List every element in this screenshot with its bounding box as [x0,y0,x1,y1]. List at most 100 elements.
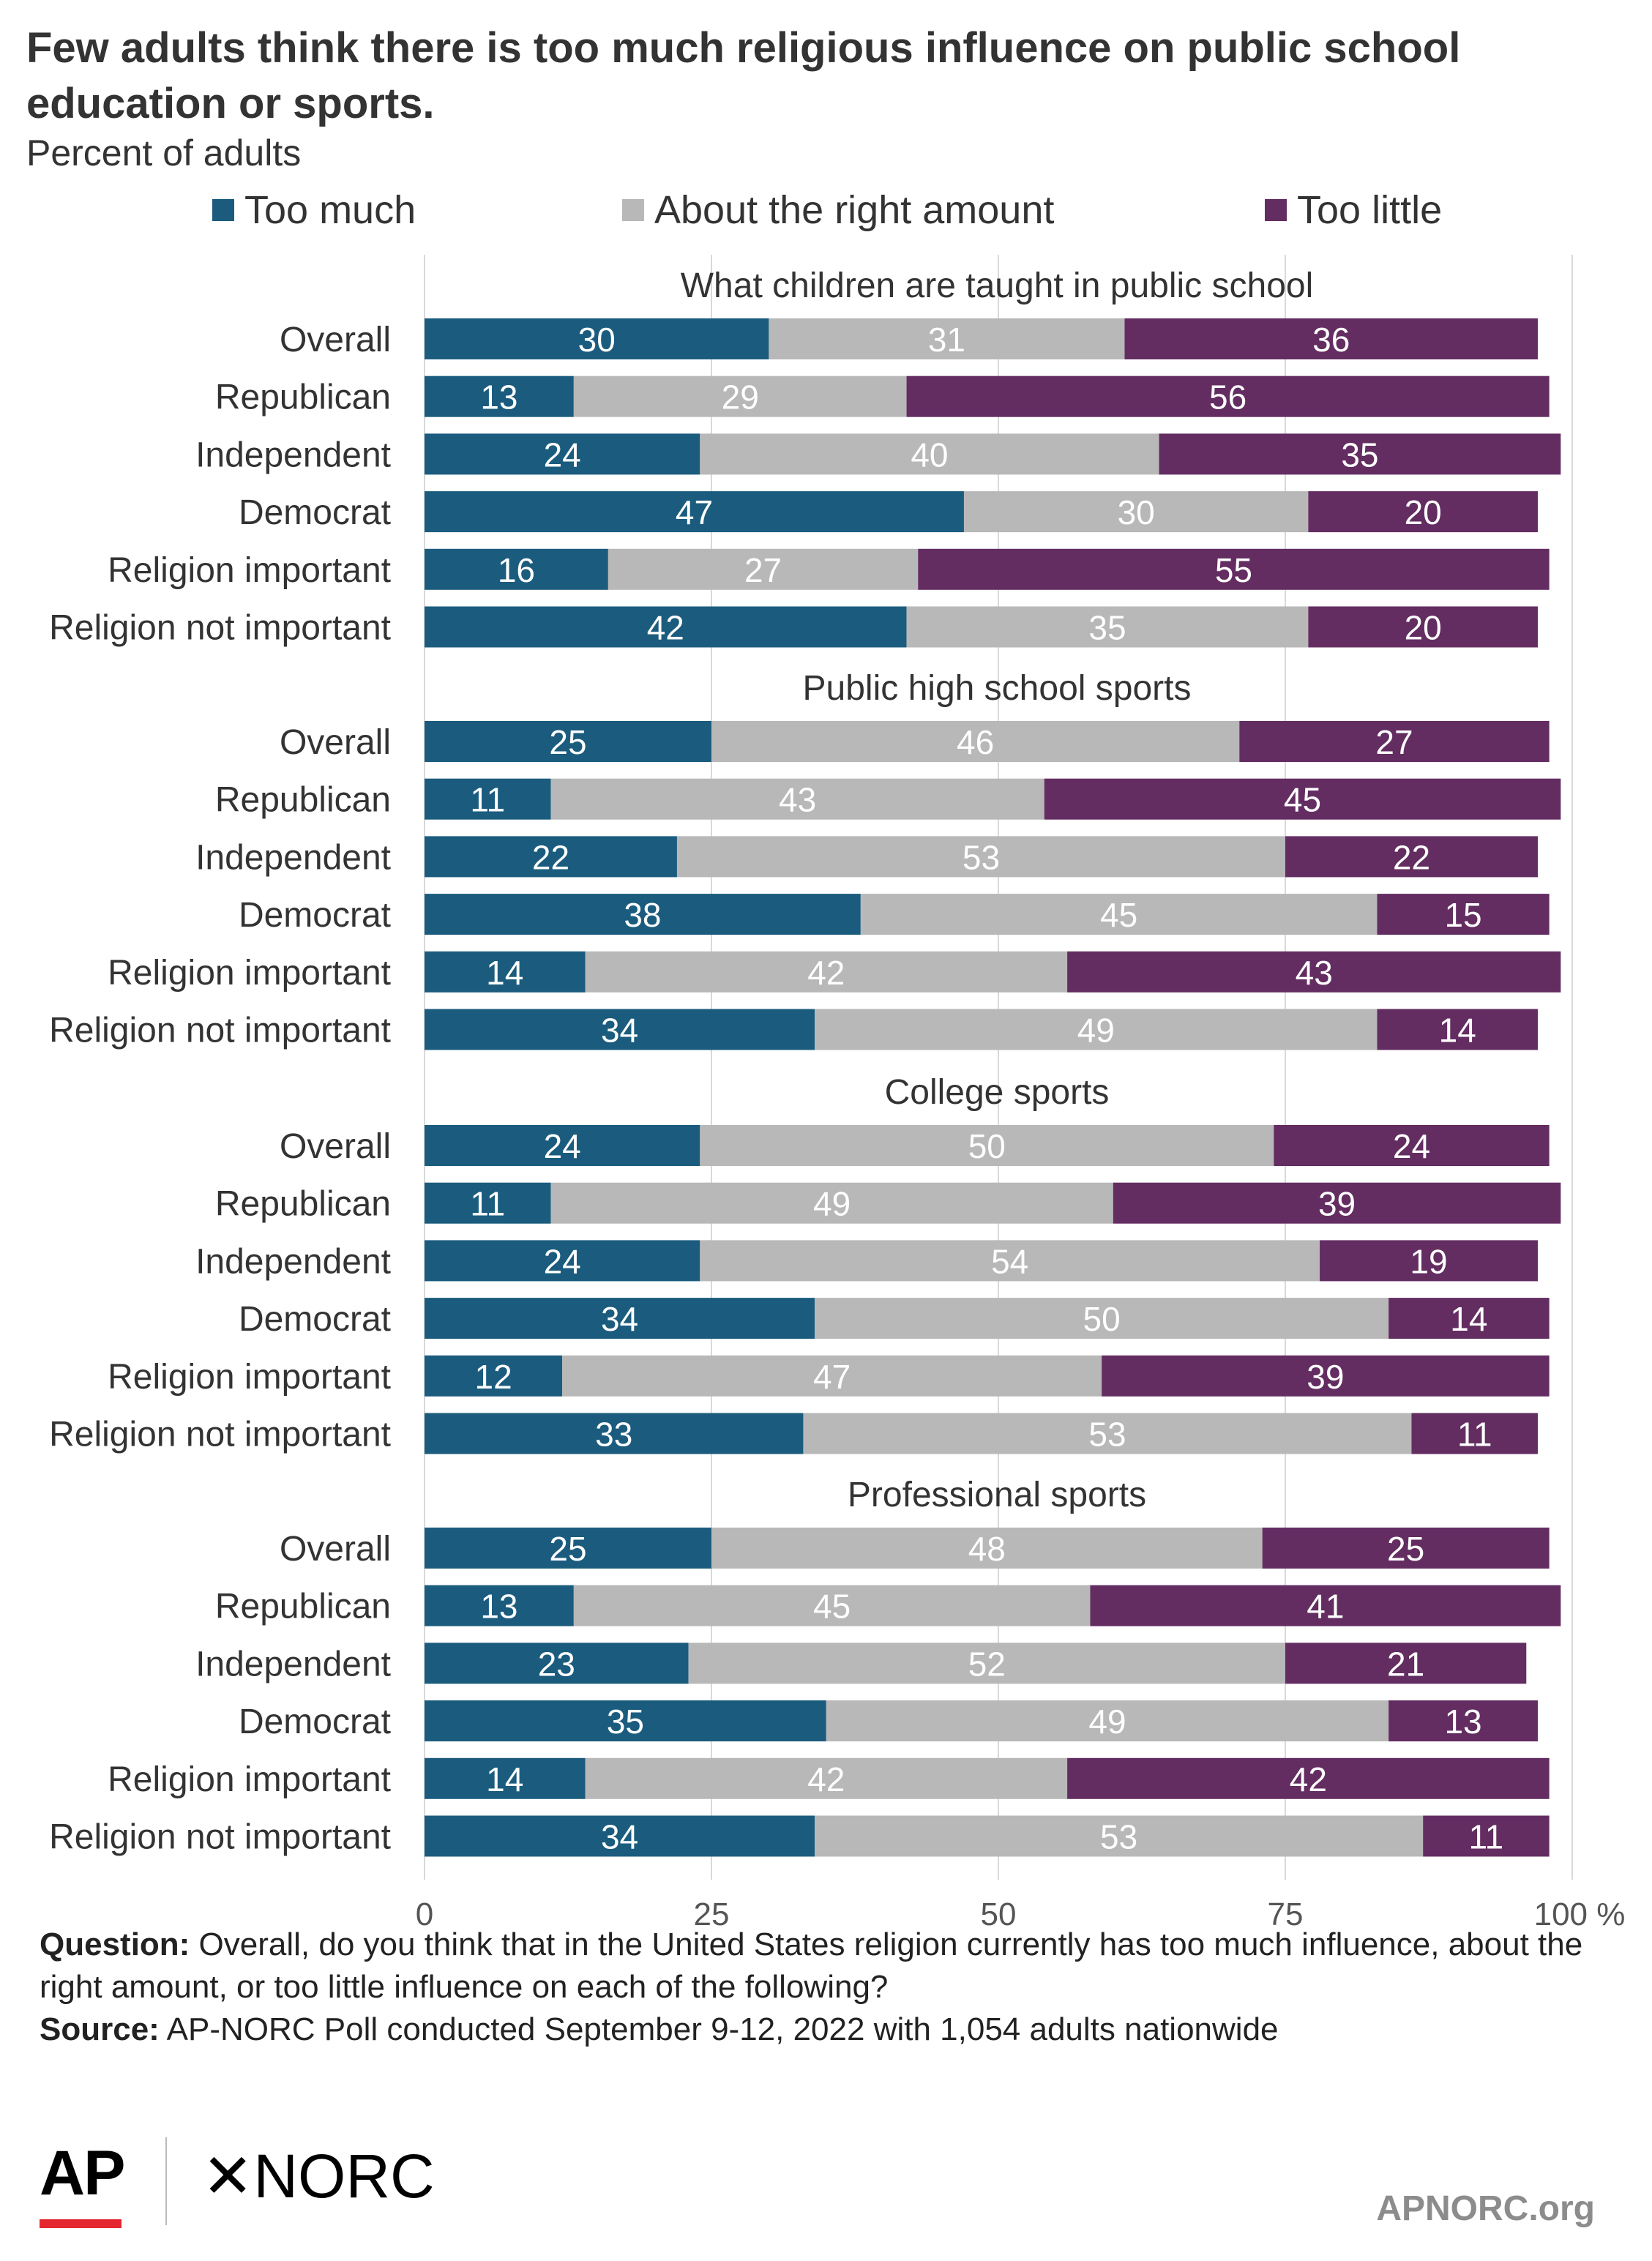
data-label: 20 [1405,493,1442,531]
chart-subtitle: Percent of adults [26,132,302,173]
bar-segment-about-right [803,1413,1412,1454]
group-title: College sports [885,1073,1110,1112]
bar-segment-too-much [425,1528,711,1569]
bar-segment-too-much [425,606,907,648]
category-label: Republican [215,378,391,417]
group-title: Professional sports [848,1476,1146,1514]
bar-segment-about-right [815,1009,1378,1050]
data-label: 14 [486,1760,523,1798]
data-label: 41 [1307,1588,1344,1626]
legend-item-about-right: About the right amount [622,184,1054,236]
bar-segment-too-much [425,1125,700,1166]
category-label: Independent [195,436,391,474]
bar-segment-too-much [425,951,586,993]
data-label: 11 [470,781,505,819]
data-label: 42 [807,954,845,992]
data-label: 34 [601,1300,638,1338]
bar-segment-about-right [550,778,1044,820]
data-label: 46 [957,723,994,761]
bar-segment-too-little [1262,1528,1550,1569]
bar-segment-about-right [711,721,1240,762]
data-label: 49 [1088,1703,1126,1741]
bar-segment-about-right [676,836,1285,878]
bar-segment-about-right [585,951,1068,993]
bar-segment-too-much [425,1643,689,1684]
bar-segment-too-much [425,433,700,475]
chart-title: Few adults think there is too much relig… [26,24,1461,127]
category-label: Religion important [108,1358,391,1397]
legend-swatch-too-much [212,199,234,221]
bar-segment-too-little [1102,1355,1550,1397]
category-label: Independent [195,1242,391,1281]
category-label: Religion not important [49,1012,391,1050]
bar-segment-too-little [1285,836,1538,878]
norc-logo: ✕NORC [202,2140,435,2212]
data-label: 39 [1307,1358,1344,1396]
bar-segment-too-much [425,778,551,820]
data-label: 53 [963,838,1000,876]
data-label: 42 [1290,1760,1327,1798]
data-label: 40 [911,436,948,474]
data-label: 14 [1439,1012,1476,1050]
data-label: 35 [1341,436,1378,474]
bar-segment-too-little [1067,951,1561,993]
bar-segment-too-little [1239,721,1550,762]
data-label: 24 [544,1242,581,1280]
bar-segment-about-right [573,375,907,417]
legend-item-too-much: Too much [212,184,416,236]
category-label: Democrat [239,493,391,532]
bar-segment-too-little [1285,1643,1527,1684]
legend-swatch-about-right [622,199,644,221]
logo-divider [165,2137,167,2225]
bar-segment-about-right [573,1585,1091,1626]
site-url: APNORC.org [1376,2189,1595,2228]
bar-segment-too-little [1377,1009,1538,1050]
bar-segment-about-right [562,1355,1102,1397]
data-label: 36 [1312,321,1350,359]
bar-segment-about-right [700,1240,1320,1282]
data-label: 55 [1215,551,1252,589]
source-note: Source: AP-NORC Poll conducted September… [40,2008,1613,2051]
bar-segment-too-much [425,1700,826,1742]
data-label: 11 [1469,1818,1504,1856]
category-label: Religion important [108,954,391,993]
data-label: 24 [1393,1127,1430,1165]
legend-label-about-right: About the right amount [654,188,1055,232]
source-label: Source: [40,2011,160,2047]
legend-item-too-little: Too little [1265,184,1442,236]
bar-segment-too-much [425,1757,586,1799]
data-label: 20 [1405,609,1442,647]
bar-segment-too-little [1067,1757,1550,1799]
bar-segment-too-much [425,1298,815,1339]
data-label: 19 [1410,1242,1447,1280]
bar-segment-too-little [1411,1413,1538,1454]
question-note: Question: Overall, do you think that in … [40,1924,1613,2008]
bar-segment-too-much [425,1815,815,1857]
bar-segment-too-little [1308,606,1538,648]
data-label: 23 [538,1645,575,1683]
bar-segment-about-right [815,1815,1424,1857]
data-label: 34 [601,1818,638,1856]
bar-segment-too-little [1044,778,1561,820]
data-label: 54 [991,1242,1028,1280]
bar-segment-too-little [1159,433,1561,475]
category-label: Republican [215,1185,391,1224]
x-tick-label: 50 [981,1896,1017,1932]
legend: Too much About the right amount Too litt… [0,184,1652,236]
bar-segment-too-much [425,1585,574,1626]
bar-segment-too-little [1320,1240,1538,1282]
category-label: Overall [280,723,391,762]
question-label: Question: [40,1926,190,1962]
bar-segment-too-little [918,548,1550,590]
legend-swatch-too-little [1265,199,1287,221]
category-label: Overall [280,321,391,359]
ap-logo-underline [40,2219,122,2228]
bar-segment-too-much [425,491,964,533]
bar-segment-too-much [425,836,677,878]
bar-segment-about-right [860,894,1378,935]
x-tick-label: 100 % [1534,1896,1626,1932]
question-text: Overall, do you think that in the United… [40,1926,1583,2005]
data-label: 50 [1083,1300,1121,1338]
bar-segment-about-right [550,1182,1113,1224]
bar-segment-about-right [963,491,1309,533]
